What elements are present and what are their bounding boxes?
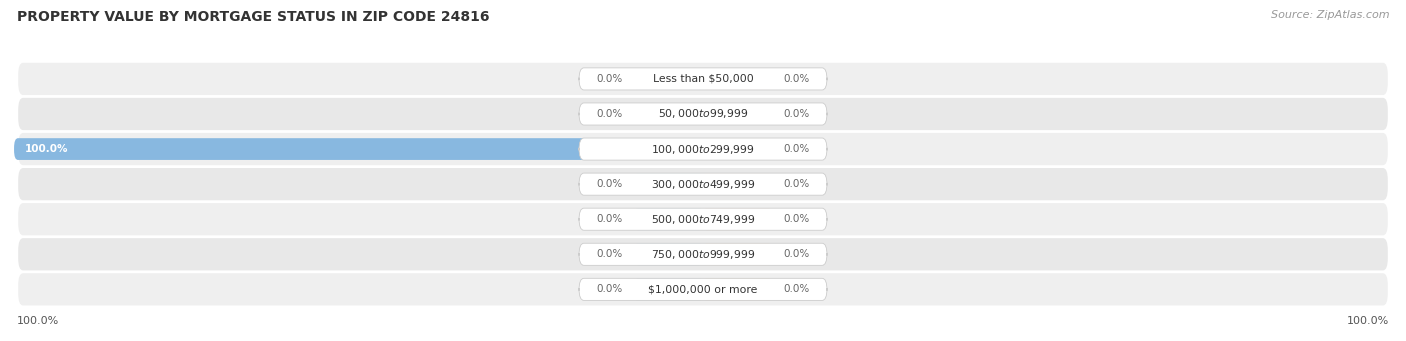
FancyBboxPatch shape (703, 279, 772, 300)
FancyBboxPatch shape (579, 103, 827, 125)
Text: 0.0%: 0.0% (596, 249, 623, 259)
FancyBboxPatch shape (18, 98, 1388, 130)
Text: Less than $50,000: Less than $50,000 (652, 74, 754, 84)
Text: 0.0%: 0.0% (783, 284, 810, 294)
Text: 100.0%: 100.0% (17, 315, 59, 326)
Text: 0.0%: 0.0% (596, 179, 623, 189)
FancyBboxPatch shape (703, 103, 772, 125)
Text: 100.0%: 100.0% (25, 144, 69, 154)
FancyBboxPatch shape (579, 278, 827, 300)
FancyBboxPatch shape (18, 203, 1388, 235)
FancyBboxPatch shape (634, 208, 703, 230)
Text: $750,000 to $999,999: $750,000 to $999,999 (651, 248, 755, 261)
FancyBboxPatch shape (579, 208, 827, 230)
Text: 0.0%: 0.0% (783, 109, 810, 119)
FancyBboxPatch shape (703, 208, 772, 230)
FancyBboxPatch shape (18, 273, 1388, 306)
Text: 0.0%: 0.0% (596, 214, 623, 224)
FancyBboxPatch shape (579, 68, 827, 90)
Text: 0.0%: 0.0% (783, 179, 810, 189)
Text: 0.0%: 0.0% (596, 109, 623, 119)
FancyBboxPatch shape (703, 68, 772, 90)
Text: 0.0%: 0.0% (783, 214, 810, 224)
FancyBboxPatch shape (18, 133, 1388, 165)
Text: 0.0%: 0.0% (783, 144, 810, 154)
FancyBboxPatch shape (703, 173, 772, 195)
FancyBboxPatch shape (579, 173, 827, 195)
Text: 0.0%: 0.0% (783, 74, 810, 84)
Text: $1,000,000 or more: $1,000,000 or more (648, 284, 758, 294)
FancyBboxPatch shape (634, 68, 703, 90)
FancyBboxPatch shape (634, 103, 703, 125)
FancyBboxPatch shape (18, 168, 1388, 200)
FancyBboxPatch shape (579, 138, 827, 160)
Text: 0.0%: 0.0% (596, 284, 623, 294)
Text: $100,000 to $299,999: $100,000 to $299,999 (651, 143, 755, 155)
FancyBboxPatch shape (634, 173, 703, 195)
FancyBboxPatch shape (634, 243, 703, 265)
Text: $500,000 to $749,999: $500,000 to $749,999 (651, 213, 755, 226)
Text: Source: ZipAtlas.com: Source: ZipAtlas.com (1271, 10, 1389, 20)
Text: $300,000 to $499,999: $300,000 to $499,999 (651, 178, 755, 191)
Text: PROPERTY VALUE BY MORTGAGE STATUS IN ZIP CODE 24816: PROPERTY VALUE BY MORTGAGE STATUS IN ZIP… (17, 10, 489, 24)
FancyBboxPatch shape (634, 279, 703, 300)
FancyBboxPatch shape (18, 63, 1388, 95)
FancyBboxPatch shape (14, 138, 703, 160)
Text: $50,000 to $99,999: $50,000 to $99,999 (658, 107, 748, 120)
FancyBboxPatch shape (18, 238, 1388, 270)
Text: 0.0%: 0.0% (596, 74, 623, 84)
FancyBboxPatch shape (703, 243, 772, 265)
Text: 0.0%: 0.0% (783, 249, 810, 259)
Text: 100.0%: 100.0% (1347, 315, 1389, 326)
FancyBboxPatch shape (703, 138, 772, 160)
FancyBboxPatch shape (579, 243, 827, 265)
